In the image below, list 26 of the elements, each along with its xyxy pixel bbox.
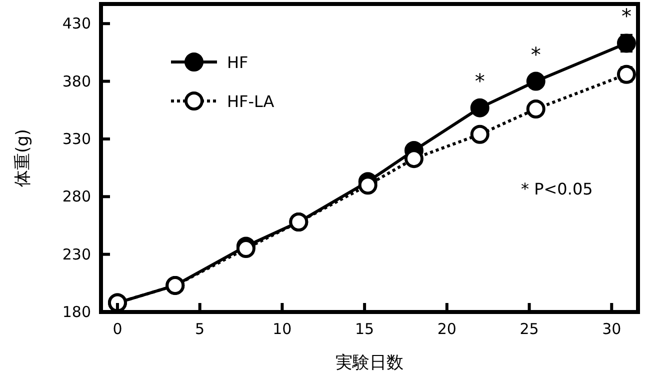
y-tick-label: 330: [62, 130, 91, 148]
legend-label: HF: [227, 53, 248, 72]
x-tick-label: 5: [195, 320, 205, 338]
y-tick-label: 380: [62, 72, 91, 90]
point: [616, 64, 636, 84]
x-tick-label: 20: [437, 320, 456, 338]
x-tick-label: 25: [520, 320, 539, 338]
x-axis-title: 実験日数: [336, 353, 404, 373]
x-tick-label: 15: [355, 320, 374, 338]
x-tick-label: 30: [602, 320, 622, 338]
point: [526, 99, 546, 118]
annotation: *: [474, 68, 485, 93]
point: [526, 72, 546, 91]
annotation: * P<0.05: [521, 180, 593, 199]
x-tick-label: 0: [112, 320, 122, 338]
point: [470, 98, 490, 118]
legend-label: HF-LA: [227, 92, 274, 111]
y-tick-label: 430: [62, 14, 91, 33]
point: [470, 124, 490, 144]
y-tick-label: 230: [62, 245, 91, 264]
x-tick-label: 10: [272, 320, 292, 338]
y-tick-label: 180: [62, 303, 91, 321]
y-tick-label: 280: [62, 188, 91, 206]
annotation: *: [621, 4, 632, 28]
annotation: *: [530, 42, 541, 66]
y-axis-title: 体重(g): [13, 128, 33, 188]
